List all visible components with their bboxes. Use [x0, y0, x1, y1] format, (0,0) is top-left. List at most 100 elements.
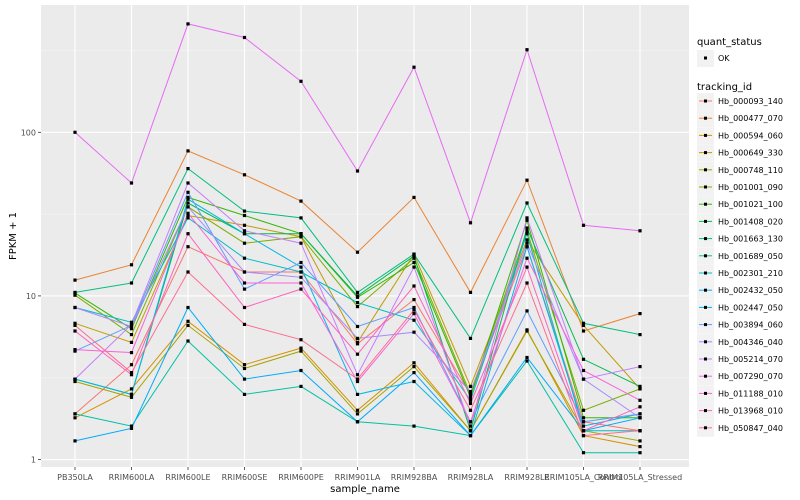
- color-legend-point: [704, 426, 707, 430]
- data-point: [299, 349, 303, 353]
- data-point: [581, 451, 586, 455]
- data-point: [468, 221, 473, 225]
- data-point: [129, 340, 134, 344]
- data-point: [525, 216, 529, 220]
- data-point: [355, 420, 360, 424]
- color-legend-point: [704, 271, 707, 275]
- data-point: [129, 387, 134, 391]
- data-point: [242, 281, 247, 285]
- panel-background: [41, 5, 689, 467]
- data-point: [242, 209, 247, 213]
- data-point: [242, 232, 247, 236]
- data-point: [186, 232, 190, 236]
- color-legend-label: Hb_005214_070: [718, 355, 783, 364]
- data-point: [638, 416, 642, 420]
- points-Hb_013968_010: [73, 232, 642, 433]
- data-point: [242, 392, 247, 396]
- color-legend-label: Hb_050847_040: [718, 424, 783, 433]
- series-layer: [73, 22, 642, 455]
- data-point: [299, 199, 303, 203]
- y-tick-label: 100: [21, 128, 36, 137]
- x-tick-label: RRIM600SE: [222, 473, 268, 482]
- data-point: [73, 412, 77, 416]
- x-tick-label: RRIM105LA_Stressed: [598, 473, 682, 482]
- color-legend-point: [704, 202, 707, 206]
- data-point: [73, 348, 77, 352]
- data-point: [355, 336, 360, 340]
- data-point: [468, 395, 473, 399]
- x-tick-label: RRIM928LE: [504, 473, 549, 482]
- data-point: [468, 429, 473, 433]
- x-tick-label: PB350LA: [57, 473, 93, 482]
- data-point: [129, 426, 134, 430]
- data-point: [242, 366, 247, 371]
- data-point: [525, 309, 529, 313]
- color-legend-point: [704, 168, 707, 172]
- points-Hb_000477_070: [73, 149, 642, 333]
- data-point: [299, 338, 303, 342]
- data-point: [129, 324, 134, 329]
- legend: quant_status OK tracking_id Hb_000093_14…: [697, 37, 783, 437]
- color-legend-point: [704, 237, 707, 241]
- y-axis-title: FPKM + 1: [8, 212, 19, 260]
- data-point: [299, 346, 303, 350]
- data-point: [638, 429, 642, 433]
- data-point: [299, 368, 303, 373]
- x-tick-label: RRIM600PE: [278, 473, 324, 482]
- color-legend-label: Hb_002301_210: [718, 269, 783, 278]
- data-point: [468, 336, 473, 340]
- data-point: [412, 308, 416, 312]
- data-point: [581, 420, 586, 424]
- data-point: [468, 424, 473, 428]
- data-point: [299, 260, 303, 265]
- data-point: [412, 298, 416, 302]
- data-point: [299, 265, 303, 269]
- x-tick-label: RRIM600LA: [109, 473, 155, 482]
- data-point: [638, 451, 642, 455]
- x-tick-label: RRIM928LA: [448, 473, 494, 482]
- data-point: [242, 287, 247, 291]
- data-point: [355, 408, 360, 412]
- data-point: [129, 181, 134, 185]
- color-legend-label: Hb_002432_050: [718, 286, 783, 295]
- data-point: [638, 229, 642, 233]
- data-point: [299, 270, 303, 274]
- data-point: [525, 232, 529, 236]
- points-Hb_005214_070: [73, 181, 642, 428]
- data-point: [525, 226, 529, 230]
- data-point: [73, 416, 77, 420]
- data-point: [73, 329, 77, 333]
- data-point: [581, 323, 586, 327]
- data-point: [242, 256, 247, 260]
- data-point: [581, 321, 586, 325]
- data-point: [525, 265, 529, 269]
- data-point: [186, 201, 190, 205]
- data-point: [129, 392, 134, 396]
- color-legend-label: Hb_007290_070: [718, 372, 783, 381]
- color-legend-label: Hb_003894_060: [718, 321, 783, 330]
- data-point: [638, 365, 642, 369]
- color-legend-point: [704, 151, 707, 155]
- data-point: [525, 281, 529, 285]
- data-point: [581, 416, 586, 420]
- data-point: [581, 408, 586, 412]
- data-point: [186, 149, 190, 153]
- data-point: [186, 22, 190, 26]
- data-point: [355, 301, 360, 305]
- data-point: [73, 323, 77, 327]
- data-point: [412, 256, 416, 260]
- data-point: [186, 245, 190, 249]
- color-legend-point: [704, 133, 707, 137]
- data-point: [299, 235, 303, 239]
- data-point: [186, 197, 190, 201]
- data-point: [355, 324, 360, 329]
- data-point: [299, 79, 303, 83]
- color-legend-point: [704, 340, 707, 344]
- data-point: [242, 363, 247, 367]
- color-legend-point: [704, 374, 707, 378]
- data-point: [412, 371, 416, 375]
- data-point: [186, 195, 190, 199]
- data-point: [412, 254, 416, 258]
- data-point: [73, 290, 77, 294]
